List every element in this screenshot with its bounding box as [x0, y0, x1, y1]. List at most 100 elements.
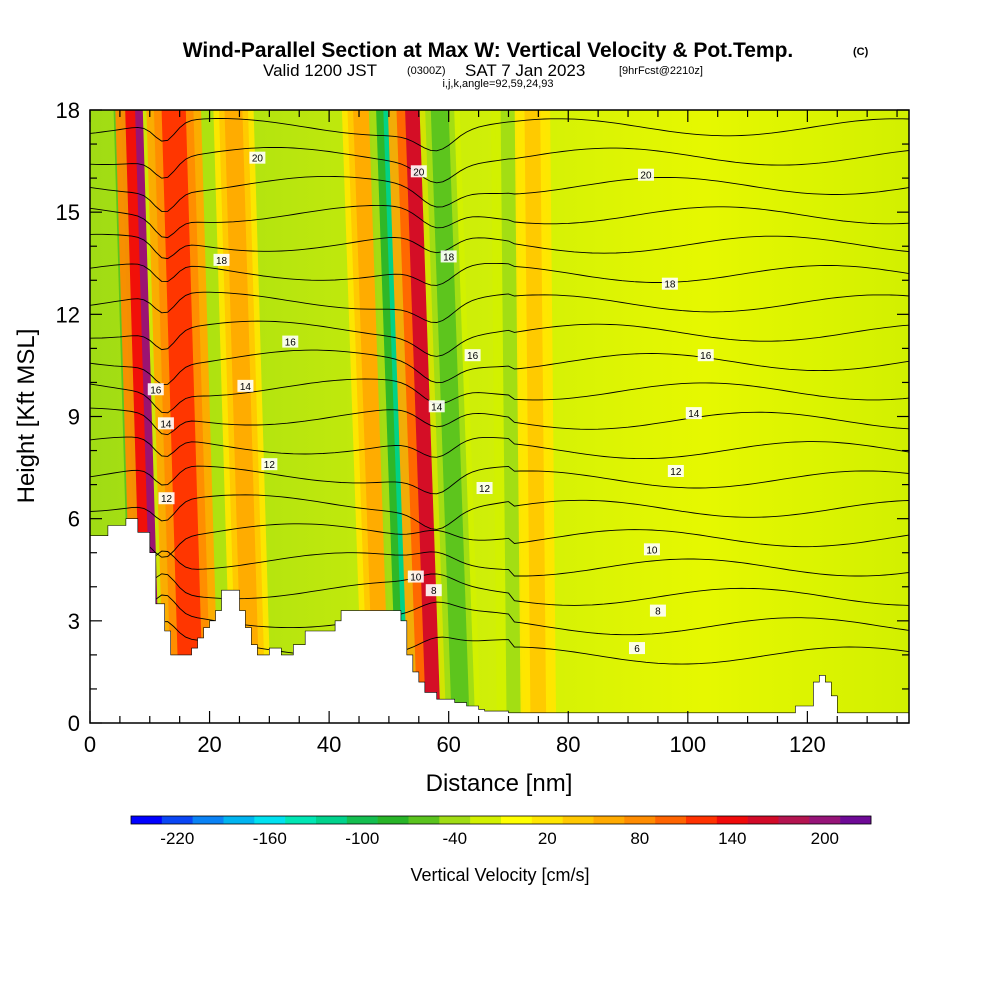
- chart-title: Wind-Parallel Section at Max W: Vertical…: [183, 39, 794, 62]
- contour-label-bg-16: [476, 482, 493, 495]
- theta-contour-3: [90, 550, 909, 577]
- colorbar-tick-label-6: 140: [718, 829, 746, 848]
- plot-area: 20 20 20 18 18 18 16 16 16 16 14 14 14 14 12 12 12 12 10 10…: [90, 110, 909, 723]
- contour-label-9: 16: [700, 351, 712, 362]
- valid-date: SAT 7 Jan 2023: [465, 61, 585, 80]
- colorbar-swatch-23: [840, 816, 872, 824]
- contour-label-17: 12: [670, 467, 682, 478]
- valid-time: Valid 1200 JST: [263, 61, 377, 80]
- colorbar-tick-label-3: -40: [443, 829, 468, 848]
- theta-contour-14: [90, 233, 909, 260]
- colorbar-swatch-5: [285, 816, 317, 824]
- velocity-band-10-2: [524, 110, 547, 723]
- colorbar-tick-label-5: 80: [630, 829, 649, 848]
- x-tick-label-40: 40: [317, 732, 341, 757]
- colorbar-tick-label-4: 20: [538, 829, 557, 848]
- contour-label-11: 14: [240, 382, 252, 393]
- contour-label-bg-9: [697, 349, 714, 362]
- valid-utc: (0300Z): [407, 65, 446, 77]
- x-axis-label: Distance [nm]: [426, 770, 573, 797]
- colorbar-swatch-4: [254, 816, 286, 824]
- velocity-band-8-2: [430, 110, 470, 723]
- colorbar-swatch-10: [439, 816, 471, 824]
- contour-label-14: 12: [161, 494, 173, 505]
- contour-label-0: 20: [252, 154, 264, 165]
- x-tick-label-100: 100: [669, 732, 706, 757]
- colorbar-swatch-8: [377, 816, 409, 824]
- colorbar-swatch-9: [408, 816, 440, 824]
- contour-label-bg-21: [649, 604, 666, 617]
- contour-label-bg-5: [661, 277, 678, 290]
- y-axis-label: Height [Kft MSL]: [13, 329, 40, 504]
- colorbar-tick-label-1: -160: [253, 829, 287, 848]
- theta-contour-6: [90, 465, 909, 495]
- theta-contour-8: [90, 407, 909, 436]
- colorbar-swatch-11: [470, 816, 502, 824]
- theta-contour-12: [90, 291, 909, 323]
- theta-contour-4: [90, 523, 909, 558]
- colorbar-swatch-13: [531, 816, 563, 824]
- contour-label-bg-13: [685, 407, 702, 420]
- contour-label-bg-20: [425, 584, 442, 597]
- indices-label: i,j,k,angle=92,59,24,93: [442, 78, 553, 90]
- contour-label-bg-18: [407, 570, 424, 583]
- colorbar-swatch-18: [686, 816, 718, 824]
- axis-ticks: [89, 109, 909, 724]
- contour-label-12: 14: [431, 402, 443, 413]
- contour-label-3: 18: [216, 256, 228, 267]
- axis-tick-labels: 0 20 40 60 80 100 120 0 3 6 9 12 15 18: [56, 98, 826, 757]
- velocity-band-4-2: [224, 110, 261, 723]
- y-tick-label-18: 18: [56, 98, 80, 123]
- contour-labels: 20 20 20 18 18 18 16 16 16 16 14 14 14 14 12 12 12 12 10 10…: [147, 151, 714, 655]
- colorbar-swatch-21: [778, 816, 810, 824]
- colorbar-frame: [130, 815, 872, 825]
- colorbar-swatch-15: [593, 816, 625, 824]
- colorbar-swatch-12: [501, 816, 533, 824]
- x-tick-label-0: 0: [84, 732, 96, 757]
- forecast-label: [9hrFcst@2210z]: [619, 65, 703, 77]
- contour-label-bg-0: [249, 151, 266, 164]
- theta-contours: [90, 118, 909, 665]
- contour-label-bg-22: [628, 642, 645, 655]
- x-tick-label-60: 60: [436, 732, 460, 757]
- contour-label-8: 16: [467, 351, 479, 362]
- theta-contour-13: [90, 262, 909, 286]
- contour-label-bg-1: [410, 165, 427, 178]
- contour-label-bg-2: [637, 168, 654, 181]
- colorbar-swatch-22: [809, 816, 841, 824]
- contour-label-bg-19: [643, 543, 660, 556]
- contour-label-6: 16: [150, 385, 162, 396]
- colorbar-swatch-7: [346, 816, 378, 824]
- contour-label-21: 8: [655, 607, 661, 618]
- contour-label-bg-6: [147, 383, 164, 396]
- colorbar-swatch-17: [655, 816, 687, 824]
- theta-contour-7: [90, 436, 909, 460]
- colorbar-swatch-14: [562, 816, 594, 824]
- theta-contour-17: [90, 147, 909, 184]
- colorbar-tick-label-2: -100: [345, 829, 379, 848]
- contour-label-18: 10: [410, 573, 422, 584]
- x-tick-label-20: 20: [197, 732, 221, 757]
- contour-label-bg-12: [428, 400, 445, 413]
- theta-contour-18: [90, 118, 909, 152]
- contour-label-13: 14: [688, 409, 700, 420]
- colorbar-swatch-19: [716, 816, 748, 824]
- contour-label-7: 16: [285, 338, 297, 349]
- colorbar-tick-label-0: -220: [160, 829, 194, 848]
- colorbar-swatch-3: [223, 816, 255, 824]
- contour-label-1: 20: [413, 167, 425, 178]
- theta-contour-11: [90, 320, 909, 357]
- theta-contour-10: [90, 349, 909, 386]
- contour-label-15: 12: [264, 460, 276, 471]
- colorbar: [130, 815, 872, 825]
- contour-label-19: 10: [646, 545, 658, 556]
- contour-label-22: 6: [634, 644, 640, 655]
- colorbar-swatch-16: [624, 816, 656, 824]
- contour-label-bg-3: [213, 253, 230, 266]
- colorbar-swatch-6: [316, 816, 348, 824]
- y-tick-label-6: 6: [68, 507, 80, 532]
- y-tick-label-0: 0: [68, 711, 80, 736]
- y-tick-label-9: 9: [68, 405, 80, 430]
- colorbar-swatch-20: [747, 816, 779, 824]
